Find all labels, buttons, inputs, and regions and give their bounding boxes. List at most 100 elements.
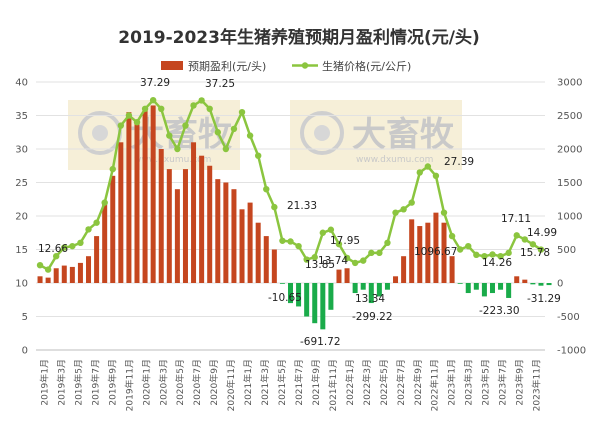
profit-bar [449, 256, 455, 283]
profit-bar [239, 209, 245, 283]
price-line [36, 96, 545, 273]
profit-bar [530, 283, 536, 285]
price-point [93, 219, 100, 226]
profit-bar [215, 179, 221, 283]
price-point [521, 236, 529, 243]
price-point [238, 108, 246, 116]
price-point [279, 237, 286, 244]
x-tick-label: 2020年3月 [157, 359, 169, 406]
profit-bar [37, 276, 43, 283]
annotation-label: 21.33 [287, 200, 317, 212]
annotation-label: 27.39 [444, 156, 474, 168]
profit-bar [126, 112, 132, 284]
profit-bar [546, 283, 552, 286]
x-tick-label: 2019年9月 [106, 359, 118, 406]
profit-bar [506, 283, 512, 298]
x-tick-label: 2019年1月 [38, 359, 50, 406]
price-point [497, 253, 504, 260]
price-point [448, 232, 456, 240]
price-point [489, 251, 496, 258]
profit-bars [37, 105, 552, 330]
x-tick-label: 2021年1月 [242, 359, 254, 406]
annotation-label: -299.22 [352, 311, 393, 323]
x-tick-label: 2022年11月 [429, 359, 441, 411]
price-point [214, 129, 221, 136]
price-point [133, 119, 141, 126]
chart-title: 2019-2023年生猪养殖预期月盈利情况(元/头) [118, 27, 479, 48]
profit-bar [312, 283, 318, 324]
price-point [190, 102, 197, 109]
x-tick-label: 2022年1月 [344, 359, 356, 406]
price-point [69, 242, 76, 250]
legend-profit-swatch [161, 61, 183, 70]
profit-bar [45, 277, 51, 283]
price-point [343, 254, 351, 262]
profit-bar [118, 142, 124, 283]
annotation-label: 12.66 [38, 243, 68, 255]
left-tick-label: 5 [22, 312, 28, 323]
profit-bar [489, 283, 495, 294]
watermark-url: www.dxumu.com [356, 155, 433, 165]
profit-bar [457, 283, 463, 284]
x-tick-label: 2020年1月 [140, 359, 152, 406]
x-tick-label: 2023年3月 [463, 359, 475, 406]
price-point [61, 244, 68, 251]
price-point [109, 165, 116, 173]
annotation-label: -223.30 [479, 305, 520, 317]
profit-bar [465, 283, 471, 294]
right-tick-label: 1500 [557, 178, 582, 189]
annotation-label: -691.72 [300, 336, 341, 348]
price-point [101, 199, 108, 206]
price-point [52, 253, 60, 260]
profit-bar [271, 249, 277, 283]
profit-bar [425, 222, 431, 283]
x-tick-label: 2023年5月 [480, 359, 492, 406]
annotation-label: 14.99 [527, 227, 557, 239]
watermark-brand: 大畜牧 [352, 115, 455, 155]
profit-bar [191, 142, 197, 283]
x-tick-label: 2019年11月 [123, 359, 135, 411]
profit-bar [207, 165, 213, 283]
price-point [125, 112, 133, 119]
watermark-url: www.dxumu.com [134, 155, 211, 165]
price-point [303, 256, 310, 263]
price-point [182, 122, 189, 129]
price-point [465, 242, 472, 250]
x-tick-label: 2023年9月 [514, 359, 526, 406]
price-point [416, 169, 423, 176]
price-point [432, 172, 440, 179]
price-point [529, 241, 537, 248]
x-tick-label: 2020年5月 [174, 359, 186, 406]
price-point [85, 226, 92, 233]
price-point [368, 249, 375, 257]
profit-bar [417, 226, 423, 283]
price-point [319, 229, 327, 236]
profit-bar [360, 283, 366, 290]
left-tick-label: 35 [15, 111, 28, 122]
price-point [376, 249, 383, 257]
annotation-label: 17.95 [330, 235, 360, 247]
price-point [287, 238, 294, 245]
price-point [311, 254, 318, 261]
profit-bar [158, 149, 164, 283]
left-tick-label: 30 [15, 145, 28, 156]
annotation-label: 15.78 [520, 247, 550, 259]
price-point [271, 203, 278, 211]
right-tick-label: 2500 [557, 111, 582, 122]
legend: 预期盈利(元/头) 生猪价格(元/公斤) [161, 59, 411, 73]
profit-bar [376, 283, 382, 297]
profit-bar [69, 266, 75, 283]
x-tick-label: 2020年9月 [208, 359, 220, 406]
profit-bar [433, 212, 439, 283]
x-tick-label: 2023年1月 [446, 359, 458, 406]
x-tick-label: 2023年7月 [497, 359, 509, 406]
price-point [198, 97, 205, 104]
price-point [351, 259, 359, 267]
watermark-logo-icon-center [314, 125, 330, 141]
profit-bar [255, 222, 261, 283]
legend-price-label: 生猪价格(元/公斤) [322, 59, 411, 73]
price-point [392, 209, 399, 216]
price-point [473, 251, 480, 259]
